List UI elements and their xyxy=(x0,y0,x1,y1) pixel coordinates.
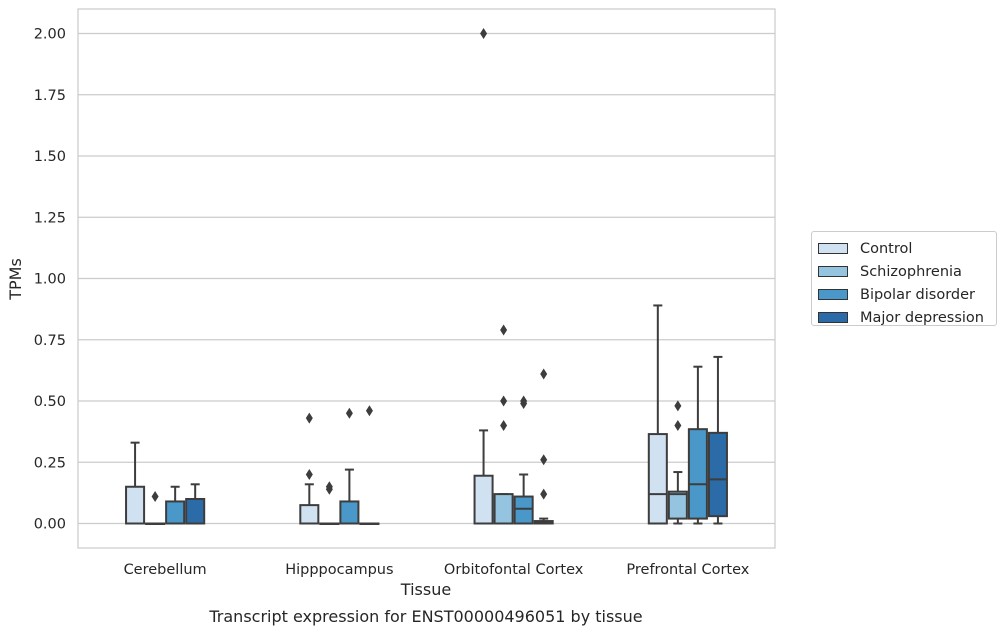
legend-label: Control xyxy=(860,240,913,257)
y-tick-label: 1.25 xyxy=(34,210,66,226)
box-body xyxy=(473,474,494,525)
box-control xyxy=(647,304,668,525)
box-body xyxy=(299,504,320,525)
legend: Control Schizophrenia Bipolar disorder Majo… xyxy=(811,231,997,326)
outlier-point xyxy=(305,469,313,480)
box-body xyxy=(125,485,146,525)
box-schizophrenia xyxy=(493,324,514,525)
outlier-point xyxy=(500,395,508,407)
legend-swatch xyxy=(818,289,848,300)
box-body xyxy=(687,428,708,520)
legend-item: Major depression xyxy=(818,306,996,329)
legend-item: Schizophrenia xyxy=(818,260,996,283)
y-tick-label: 1.75 xyxy=(34,88,66,104)
legend-swatch xyxy=(818,243,848,254)
outlier-point xyxy=(500,324,508,336)
box-bipolar-disorder xyxy=(687,365,708,525)
box-body xyxy=(647,433,668,525)
outlier-point xyxy=(345,407,353,419)
chart-caption: Transcript expression for ENST0000049605… xyxy=(208,607,642,626)
box-body xyxy=(493,493,514,525)
outlier-point xyxy=(520,395,528,407)
legend-label: Bipolar disorder xyxy=(860,286,975,303)
box-control xyxy=(473,28,494,525)
box-schizophrenia xyxy=(145,491,166,525)
outlier-point xyxy=(480,28,488,39)
y-tick-label: 0.75 xyxy=(34,333,66,349)
box-body xyxy=(185,498,206,525)
y-tick-label: 1.50 xyxy=(34,149,66,165)
box-body xyxy=(513,495,534,525)
x-tick-labels: Cerebellum Hipppocampus Orbitofontal Corte… xyxy=(124,562,750,578)
x-tick-label: Hipppocampus xyxy=(285,562,393,578)
legend-label: Schizophrenia xyxy=(860,263,962,280)
y-tick-label: 0.00 xyxy=(34,517,66,533)
outlier-point xyxy=(365,405,373,417)
outlier-point xyxy=(305,412,313,424)
outlier-point xyxy=(674,400,682,412)
legend-item: Control xyxy=(818,237,996,260)
box-major-depression xyxy=(533,368,554,525)
box-body xyxy=(707,431,728,518)
y-tick-label: 2.00 xyxy=(34,27,66,43)
box-schizophrenia xyxy=(319,481,340,525)
box-groups xyxy=(125,28,728,525)
box-bipolar-disorder xyxy=(513,395,534,525)
box-control xyxy=(299,412,320,525)
box-bipolar-disorder xyxy=(165,485,186,525)
box-bipolar-disorder xyxy=(339,407,360,525)
gridlines xyxy=(78,32,775,525)
outlier-point xyxy=(151,491,159,503)
box-body xyxy=(165,500,186,525)
outlier-point xyxy=(540,454,548,466)
y-tick-label: 1.00 xyxy=(34,272,66,288)
box-schizophrenia xyxy=(667,400,688,525)
box-major-depression xyxy=(707,355,728,525)
x-axis-title: Tissue xyxy=(400,580,451,599)
y-tick-label: 0.50 xyxy=(34,394,66,410)
box-body xyxy=(667,490,688,520)
box-control xyxy=(125,441,146,525)
box-major-depression xyxy=(185,483,206,525)
legend-swatch xyxy=(818,266,848,277)
box-major-depression xyxy=(359,405,380,525)
plot-frame xyxy=(77,8,776,549)
legend-swatch xyxy=(818,312,848,323)
outlier-point xyxy=(674,420,682,431)
box-body xyxy=(339,500,360,525)
outlier-point xyxy=(540,488,548,500)
y-tick-label: 0.25 xyxy=(34,455,66,471)
x-tick-label: Prefrontal Cortex xyxy=(626,562,749,578)
legend-label: Major depression xyxy=(860,309,984,326)
outlier-point xyxy=(500,420,508,431)
x-tick-label: Cerebellum xyxy=(124,562,207,578)
y-axis-title: TPMs xyxy=(6,258,25,301)
outlier-point xyxy=(325,481,333,493)
y-tick-labels: 0.00 0.25 0.50 0.75 1.00 1.25 1.50 1.75 2.00 xyxy=(34,27,66,533)
legend-item: Bipolar disorder xyxy=(818,283,996,306)
outlier-point xyxy=(540,368,548,380)
x-tick-label: Orbitofontal Cortex xyxy=(444,562,584,578)
